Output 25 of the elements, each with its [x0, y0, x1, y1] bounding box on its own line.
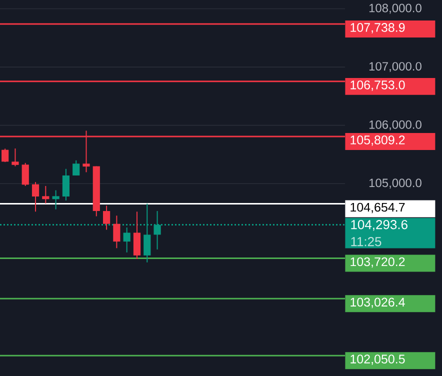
ref-line-label: 103,026.4 — [350, 298, 405, 308]
candlestick — [12, 148, 19, 167]
text: 11:25 — [351, 237, 382, 246]
candlestick — [52, 190, 60, 210]
candlestick — [113, 215, 120, 249]
candlestick — [62, 168, 70, 201]
ref-line-label: 106,753.0 — [350, 80, 405, 91]
candlestick — [123, 226, 130, 253]
candlestick — [102, 205, 110, 230]
ref-line-label: 102,050.5 — [350, 354, 405, 365]
candlestick — [133, 211, 141, 260]
candlestick — [72, 160, 80, 176]
y-tick-label: 106,000.0 — [369, 120, 422, 130]
ref-line-label: 103,720.2 — [350, 257, 405, 268]
ref-line-label: 105,809.2 — [350, 136, 405, 146]
y-tick-label: 107,000.0 — [369, 62, 422, 72]
y-tick-label: 108,000.0 — [369, 4, 422, 14]
y-tick-label: 105,000.0 — [369, 178, 422, 189]
candlestick — [42, 185, 50, 204]
ref-line-label: 104,293.6 — [351, 220, 408, 231]
candlestick — [22, 162, 29, 186]
ref-line-label: 104,654.7 — [350, 202, 405, 214]
ref-line-label: 107,738.9 — [350, 23, 405, 34]
candlestick — [2, 148, 9, 163]
candlestick — [32, 182, 40, 212]
